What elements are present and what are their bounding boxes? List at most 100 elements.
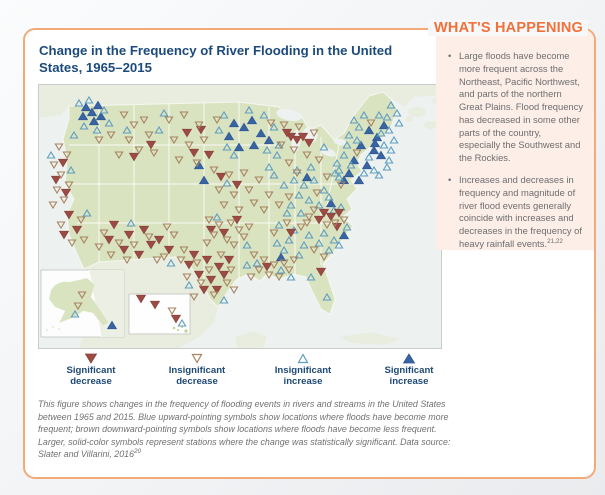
- station-insignificant-increase: [324, 245, 334, 254]
- station-insignificant-decrease: [264, 191, 274, 199]
- station-insignificant-decrease: [54, 143, 64, 151]
- station-insignificant-decrease: [134, 146, 144, 154]
- station-insignificant-increase: [122, 125, 132, 134]
- station-insignificant-decrease: [214, 221, 224, 229]
- station-insignificant-increase: [386, 145, 396, 154]
- station-significant-decrease: [188, 250, 200, 260]
- station-insignificant-decrease: [234, 206, 244, 214]
- footnote-ref-20[interactable]: 20: [134, 448, 142, 456]
- station-significant-decrease: [218, 270, 230, 280]
- station-insignificant-increase: [229, 150, 239, 159]
- station-insignificant-decrease: [309, 129, 319, 137]
- station-insignificant-increase: [70, 309, 80, 318]
- footnote-ref-21,22[interactable]: 21,22: [547, 237, 563, 245]
- station-insignificant-decrease: [209, 231, 219, 239]
- station-significant-decrease: [313, 215, 325, 225]
- station-insignificant-decrease: [254, 176, 264, 184]
- station-insignificant-decrease: [366, 119, 376, 127]
- station-significant-decrease: [223, 255, 235, 265]
- station-insignificant-decrease: [244, 186, 254, 194]
- station-insignificant-decrease: [79, 236, 89, 244]
- station-insignificant-decrease: [76, 216, 86, 224]
- station-insignificant-decrease: [254, 266, 264, 274]
- station-insignificant-increase: [296, 208, 306, 217]
- station-insignificant-decrease: [312, 189, 322, 197]
- station-significant-increase: [92, 100, 104, 109]
- station-significant-increase: [371, 132, 383, 141]
- station-insignificant-increase: [212, 212, 222, 221]
- us-flood-map: [38, 83, 442, 349]
- station-insignificant-increase: [99, 105, 109, 114]
- station-insignificant-decrease: [229, 241, 239, 249]
- station-significant-decrease: [215, 172, 227, 182]
- station-insignificant-increase: [379, 140, 389, 149]
- station-insignificant-decrease: [192, 259, 202, 267]
- station-insignificant-increase: [69, 130, 79, 139]
- station-significant-increase: [80, 102, 92, 111]
- station-insignificant-increase: [374, 170, 384, 179]
- station-insignificant-decrease: [62, 151, 72, 159]
- station-significant-decrease: [149, 300, 161, 310]
- station-insignificant-increase: [389, 135, 399, 144]
- station-insignificant-decrease: [339, 216, 349, 224]
- station-insignificant-increase: [354, 122, 364, 131]
- station-insignificant-decrease: [124, 136, 134, 144]
- station-insignificant-decrease: [152, 256, 162, 264]
- station-insignificant-increase: [382, 112, 392, 121]
- station-insignificant-decrease: [204, 266, 214, 274]
- station-insignificant-decrease: [159, 253, 169, 261]
- station-insignificant-decrease: [209, 291, 219, 299]
- station-significant-increase: [255, 128, 267, 137]
- station-insignificant-decrease: [239, 169, 249, 177]
- station-insignificant-increase: [214, 125, 224, 134]
- station-significant-increase: [246, 115, 258, 124]
- canada-landmass: [39, 84, 442, 140]
- station-insignificant-increase: [274, 140, 284, 149]
- station-insignificant-decrease: [169, 231, 179, 239]
- station-insignificant-decrease: [169, 136, 179, 144]
- station-insignificant-decrease: [276, 141, 286, 149]
- station-insignificant-increase: [269, 170, 279, 179]
- station-insignificant-decrease: [99, 229, 109, 237]
- legend-label: Insignificant increase: [274, 364, 332, 388]
- station-significant-decrease: [57, 158, 69, 168]
- station-insignificant-decrease: [309, 246, 319, 254]
- figure-caption: This figure shows changes in the frequen…: [38, 398, 458, 460]
- station-insignificant-increase: [330, 168, 340, 177]
- station-insignificant-increase: [282, 208, 292, 217]
- station-insignificant-increase: [159, 108, 169, 117]
- legend-item-significant-increase: Significant increase: [356, 353, 462, 388]
- station-insignificant-increase: [319, 185, 329, 194]
- station-insignificant-decrease: [266, 119, 276, 127]
- station-insignificant-increase: [309, 175, 319, 184]
- station-insignificant-decrease: [162, 223, 172, 231]
- station-insignificant-increase: [222, 142, 232, 151]
- station-significant-decrease: [198, 285, 210, 295]
- station-insignificant-decrease: [176, 256, 186, 264]
- legend-label: Insignificant decrease: [168, 364, 226, 388]
- station-insignificant-decrease: [284, 193, 294, 201]
- station-insignificant-decrease: [296, 223, 306, 231]
- station-insignificant-decrease: [144, 131, 154, 139]
- station-insignificant-decrease: [274, 273, 284, 281]
- station-significant-decrease: [145, 240, 157, 250]
- station-significant-decrease: [303, 138, 315, 148]
- station-insignificant-increase: [346, 160, 356, 169]
- station-insignificant-increase: [219, 295, 229, 304]
- station-insignificant-decrease: [284, 159, 294, 167]
- station-insignificant-increase: [392, 108, 402, 117]
- legend-item-significant-decrease: Significant decrease: [38, 353, 144, 388]
- station-significant-increase: [378, 120, 390, 129]
- station-insignificant-increase: [376, 128, 386, 137]
- station-significant-increase: [348, 155, 360, 164]
- station-insignificant-increase: [339, 150, 349, 159]
- figure-card: WHAT'S HAPPENING Large floods have becom…: [23, 20, 596, 479]
- station-insignificant-decrease: [289, 256, 299, 264]
- legend-up-outline-triangle-icon: [297, 353, 309, 363]
- station-significant-increase: [361, 160, 373, 169]
- station-insignificant-decrease: [216, 251, 226, 259]
- station-insignificant-decrease: [239, 233, 249, 241]
- station-insignificant-increase: [352, 135, 362, 144]
- station-insignificant-increase: [374, 110, 384, 119]
- station-insignificant-decrease: [182, 273, 192, 281]
